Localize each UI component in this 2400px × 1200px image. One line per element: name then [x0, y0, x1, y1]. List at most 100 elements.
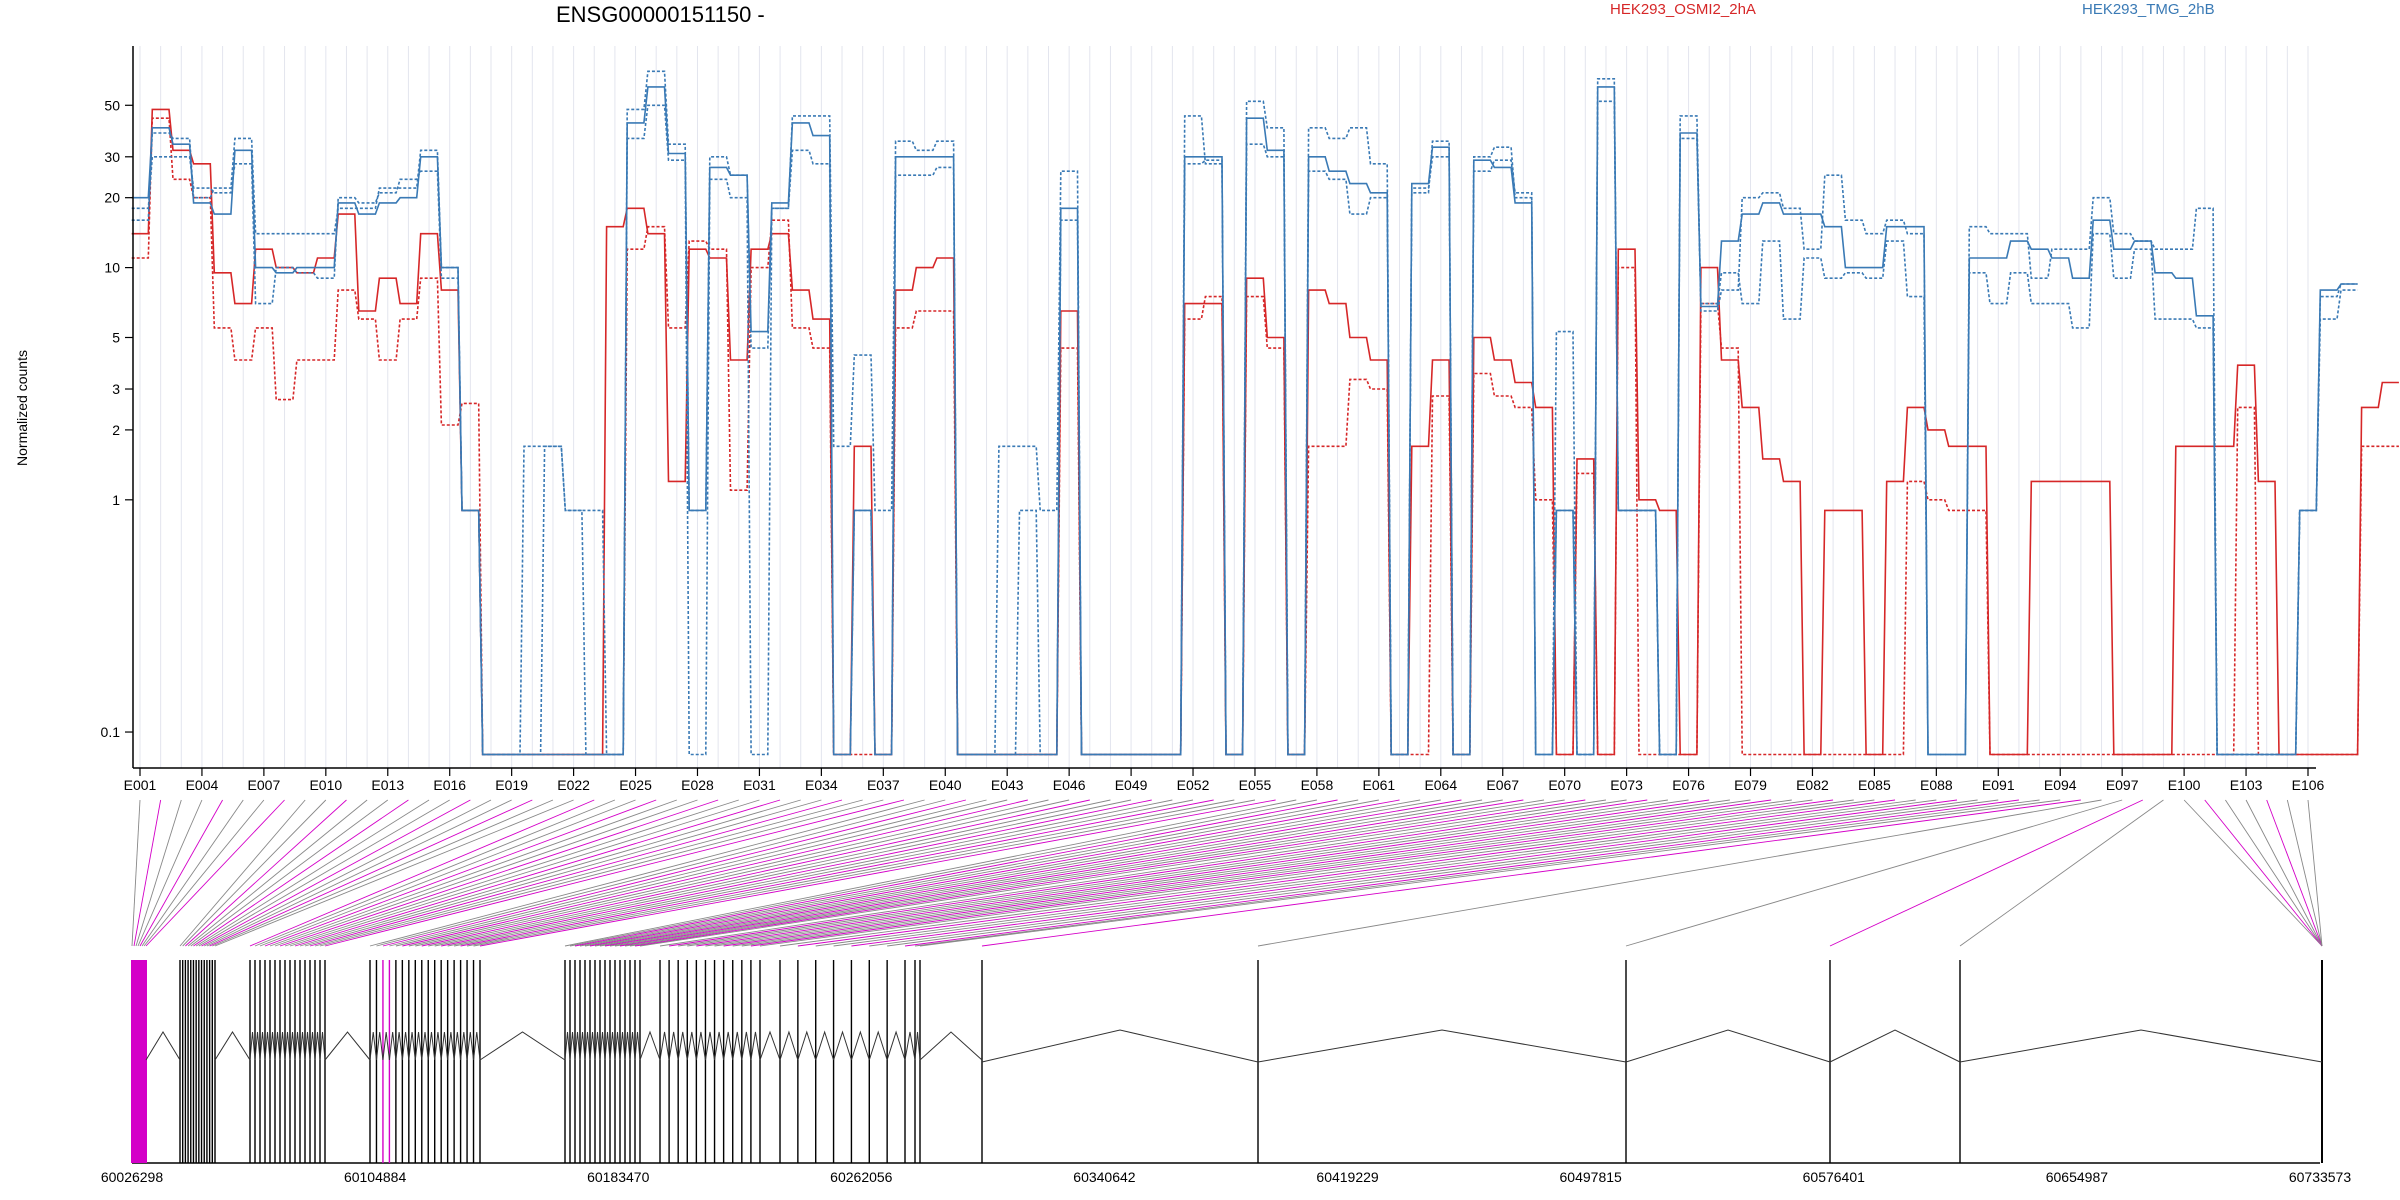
intron-line: [319, 1031, 326, 1061]
intron-line: [274, 1031, 281, 1061]
intron-line: [369, 1031, 377, 1061]
exon-box: [472, 960, 475, 1163]
exon-box: [388, 960, 391, 1163]
exon-connector-line: [139, 799, 223, 947]
exon-connector-line: [473, 799, 1256, 947]
exon-box: [214, 960, 216, 1163]
exon-box: [614, 960, 616, 1163]
exon-box: [181, 960, 184, 1163]
exon-connector-line: [705, 799, 1730, 947]
exon-box: [668, 960, 670, 1163]
y-tick-label: 30: [104, 149, 120, 165]
exon-connector-line: [2266, 799, 2323, 947]
intron-line: [833, 1030, 852, 1061]
y-tick-label: 20: [104, 190, 120, 206]
exon-box: [634, 960, 636, 1163]
exon-connector-line: [639, 799, 1607, 947]
exon-connector-line: [634, 799, 1586, 947]
exon-connector-line: [460, 799, 1214, 947]
exon-connector-line: [137, 799, 203, 947]
exon-connector-line: [274, 799, 698, 947]
exon-box: [284, 960, 286, 1163]
exon-box: [135, 960, 137, 1163]
exon-connector-line: [594, 799, 1421, 947]
x-tick-label: E028: [681, 777, 714, 793]
exon-connector-line: [714, 799, 1751, 947]
exon-box: [779, 960, 781, 1163]
x-tick-label: E079: [1734, 777, 1767, 793]
exon-connector-line: [304, 799, 822, 947]
exon-box: [269, 960, 271, 1163]
intron-line: [304, 1031, 311, 1061]
intron-line: [695, 1031, 706, 1061]
x-tick-label: E046: [1053, 777, 1086, 793]
exon-connector-line: [198, 799, 450, 947]
exon-box: [211, 960, 214, 1163]
intron-line: [434, 1031, 442, 1061]
y-tick-label: 50: [104, 97, 120, 113]
x-tick-label: E022: [557, 777, 590, 793]
exon-box: [203, 960, 205, 1163]
exon-connector-line: [759, 799, 1854, 947]
intron-line: [629, 1031, 636, 1061]
exon-box: [815, 960, 817, 1163]
exon-connector-line: [2245, 799, 2323, 947]
exon-box: [584, 960, 586, 1163]
intron-line: [677, 1031, 688, 1061]
exon-connector-line: [815, 799, 1916, 947]
legend-entry-tmg: HEK293_TMG_2hB: [2082, 1, 2215, 18]
exon-box: [713, 960, 716, 1163]
x-tick-label: E040: [929, 777, 962, 793]
exon-box: [459, 960, 462, 1163]
exon-connector-line: [141, 799, 244, 947]
exon-connector-line: [204, 799, 492, 947]
exon-box: [564, 960, 566, 1163]
exon-box: [145, 960, 147, 1163]
intron-line: [269, 1031, 276, 1061]
series-line-5: [131, 100, 2358, 756]
x-tick-label: E043: [991, 777, 1024, 793]
exon-connector-line: [382, 799, 967, 947]
x-tick-label: E076: [1672, 777, 1705, 793]
exon-box: [184, 960, 187, 1163]
exon-box: [704, 960, 707, 1163]
exon-box: [139, 960, 141, 1163]
exon-connector-line: [732, 799, 1792, 947]
exon-connector-line: [741, 799, 1813, 947]
intron-line: [309, 1031, 316, 1061]
exon-box: [264, 960, 266, 1163]
y-tick-label: 2: [112, 422, 120, 438]
intron-line: [314, 1031, 321, 1061]
exon-connector-line: [579, 799, 1359, 947]
x-tick-label: E019: [495, 777, 528, 793]
intron-line: [639, 1030, 661, 1061]
intron-line: [249, 1031, 256, 1061]
x-tick-label: E001: [124, 777, 157, 793]
exon-box: [200, 960, 203, 1163]
exon-box: [195, 960, 197, 1163]
exon-box: [677, 960, 679, 1163]
intron-line: [750, 1031, 761, 1061]
exon-box: [604, 960, 606, 1163]
exon-connector-line: [584, 799, 1379, 947]
exon-connector-line: [376, 799, 946, 947]
exon-connector-line: [201, 799, 471, 947]
intron-line: [723, 1031, 734, 1061]
y-tick-label: 5: [112, 329, 120, 345]
x-tick-label: E064: [1424, 777, 1457, 793]
exon-connector-line: [441, 799, 1152, 947]
intron-line: [914, 1031, 921, 1061]
x-tick-label: E085: [1858, 777, 1891, 793]
intron-line: [981, 1029, 1259, 1063]
x-tick-label: E052: [1177, 777, 1210, 793]
genomic-tick-label: 60026298: [101, 1169, 164, 1185]
exon-box: [382, 960, 384, 1163]
exon-box: [686, 960, 688, 1163]
exon-connector-line: [564, 799, 1297, 947]
y-tick-label: 3: [112, 381, 120, 397]
exon-connector-line: [434, 799, 1132, 947]
exon-box: [190, 960, 192, 1163]
exon-box: [198, 960, 200, 1163]
y-tick-label: 10: [104, 260, 120, 276]
exon-connector-line: [135, 799, 182, 947]
